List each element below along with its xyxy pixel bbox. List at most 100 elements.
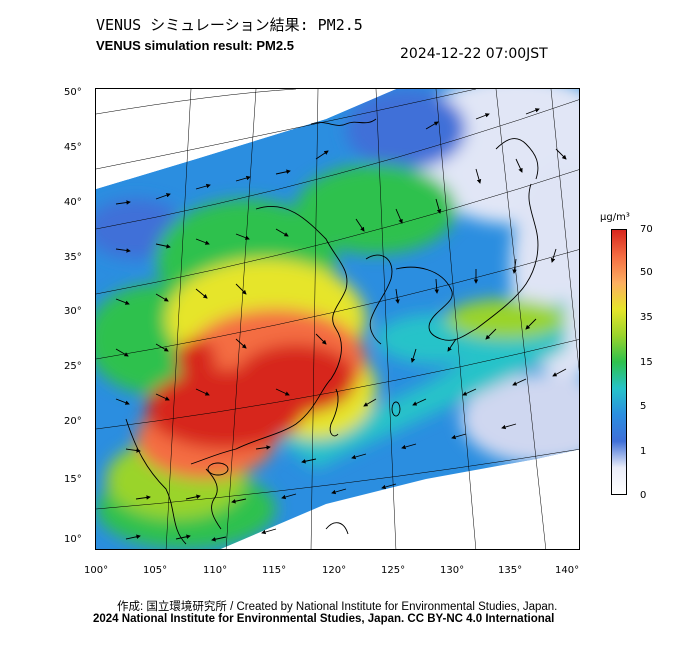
wind-arrow (155, 393, 170, 401)
colorbar-label-70: 70 (640, 224, 653, 235)
colorbar (611, 229, 627, 495)
wind-arrow (447, 338, 457, 352)
wind-arrow (351, 453, 367, 460)
wind-arrow (425, 121, 439, 130)
wind-arrow (115, 248, 131, 253)
wind-arrow (261, 528, 277, 535)
wind-arrow (395, 208, 403, 224)
wind-arrow (552, 368, 567, 377)
wind-arrow (401, 443, 417, 450)
wind-arrow (231, 498, 247, 504)
wind-arrow (155, 343, 169, 352)
wind-arrow (475, 168, 482, 184)
wind-arrow (475, 113, 490, 120)
lat-tick-15: 15° (64, 474, 82, 485)
wind-arrow (281, 493, 297, 500)
wind-arrow (315, 150, 329, 160)
forecast-timestamp: 2024-12-22 07:00JST (400, 46, 548, 62)
concentration-field (96, 89, 579, 549)
wind-arrow (355, 218, 365, 232)
wind-arrow (155, 243, 171, 249)
pm25-map (95, 88, 580, 550)
lon-tick-115: 115° (262, 565, 287, 576)
lat-tick-10: 10° (64, 534, 82, 545)
wind-arrow (115, 398, 130, 405)
wind-arrow (115, 348, 129, 357)
wind-arrow (235, 233, 250, 240)
colorbar-label-35: 35 (640, 312, 653, 323)
wind-arrow (195, 388, 210, 396)
lat-tick-50: 50° (64, 87, 82, 98)
wind-arrow (381, 483, 397, 490)
wind-arrow (115, 298, 130, 305)
wind-arrow (155, 193, 171, 200)
wind-arrow (275, 228, 289, 237)
wind-arrow (412, 398, 427, 406)
colorbar-unit: μg/m³ (600, 212, 630, 223)
wind-arrow (195, 183, 211, 190)
lon-tick-130: 130° (440, 565, 465, 576)
wind-arrow (512, 258, 517, 274)
wind-arrow (195, 288, 208, 299)
wind-arrow (501, 423, 517, 430)
graticule (96, 89, 579, 549)
colorbar-label-50: 50 (640, 267, 653, 278)
lat-tick-20: 20° (64, 416, 82, 427)
lat-tick-35: 35° (64, 252, 82, 263)
wind-arrow (135, 495, 151, 500)
title-japanese: VENUS シミュレーション結果: PM2.5 (96, 16, 363, 34)
wind-arrow (185, 494, 201, 500)
lat-tick-25: 25° (64, 361, 82, 372)
lat-tick-40: 40° (64, 197, 82, 208)
colorbar-label-15: 15 (640, 357, 653, 368)
lon-tick-110: 110° (203, 565, 228, 576)
wind-arrow (363, 398, 377, 407)
lon-tick-135: 135° (498, 565, 523, 576)
wind-arrow (395, 288, 400, 304)
lat-tick-45: 45° (64, 142, 82, 153)
wind-arrow (125, 534, 141, 540)
wind-arrow (525, 108, 540, 115)
wind-arrow (515, 158, 523, 173)
wind-arrow (485, 328, 497, 340)
wind-arrow (301, 458, 317, 464)
wind-arrow (462, 388, 477, 396)
wind-arrow (211, 536, 227, 542)
wind-arrow (434, 278, 439, 294)
wind-arrow (555, 148, 567, 160)
wind-arrow (525, 318, 537, 330)
wind-arrow (255, 445, 271, 450)
wind-arrow (451, 433, 467, 440)
colorbar-label-1: 1 (640, 446, 647, 457)
lat-tick-30: 30° (64, 306, 82, 317)
coastlines (125, 118, 539, 545)
colorbar-label-5: 5 (640, 401, 647, 412)
wind-arrow (435, 198, 442, 214)
credit-line: 作成: 国立環境研究所 / Created by National Instit… (117, 601, 558, 613)
lon-tick-125: 125° (381, 565, 406, 576)
wind-arrow (175, 534, 191, 540)
lon-tick-100: 100° (84, 565, 109, 576)
wind-arrow (125, 448, 141, 453)
wind-arrow (275, 388, 290, 396)
lon-tick-105: 105° (143, 565, 168, 576)
wind-arrow (512, 378, 527, 386)
wind-arrow (275, 169, 291, 175)
title-english: VENUS simulation result: PM2.5 (96, 38, 294, 53)
wind-arrow (115, 200, 131, 205)
wind-arrow (235, 283, 247, 295)
wind-arrow (315, 333, 327, 345)
colorbar-label-0: 0 (640, 490, 647, 501)
wind-arrow (195, 238, 210, 245)
wind-arrow (550, 248, 557, 263)
wind-vectors (115, 108, 567, 542)
wind-arrow (331, 488, 347, 495)
lon-tick-140: 140° (555, 565, 580, 576)
wind-arrow (235, 175, 251, 182)
wind-arrow (155, 293, 169, 302)
copyright-line: 2024 National Institute for Environmenta… (93, 613, 555, 625)
wind-arrow (235, 338, 247, 349)
wind-arrow (410, 348, 417, 363)
lon-tick-120: 120° (322, 565, 347, 576)
map-canvas (96, 89, 579, 549)
